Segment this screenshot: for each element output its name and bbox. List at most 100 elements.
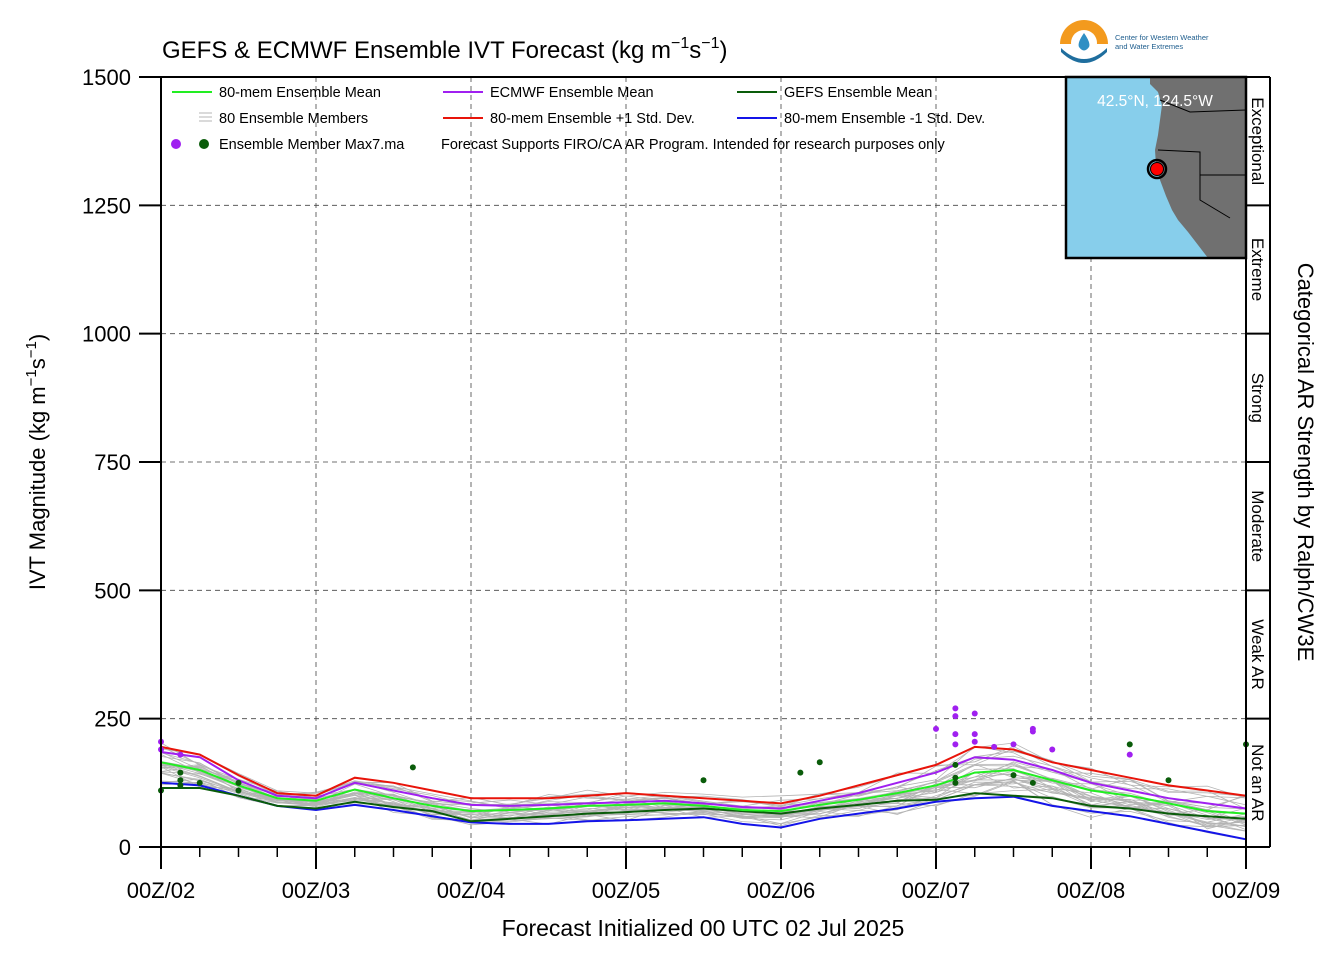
gefs-max-marker [235, 787, 242, 794]
series-lines [160, 745, 1247, 841]
series-line-ecmwf-ensemble-mean [160, 751, 1247, 810]
series-line-gefs-ensemble-mean [161, 787, 1247, 823]
legend-item-gefs-mean: GEFS Ensemble Mean [737, 85, 932, 101]
legend-note: Forecast Supports FIRO/CA AR Program. In… [441, 137, 945, 153]
x-tick-label: 00Z/06 [747, 878, 816, 903]
x-tick-label: 00Z/03 [282, 878, 351, 903]
gefs-max-marker [1165, 777, 1172, 784]
legend-label: 80 Ensemble Members [219, 111, 368, 127]
map-boundary [1157, 149, 1231, 219]
legend-item-80mem-mean: 80-mem Ensemble Mean [172, 85, 381, 101]
gefs-max-marker [1126, 741, 1133, 748]
ensemble-member-line [160, 772, 1247, 832]
ecmwf-max-marker [991, 743, 998, 750]
legend-label: 80-mem Ensemble -1 Std. Dev. [784, 111, 985, 127]
legend-label: 80-mem Ensemble +1 Std. Dev. [490, 111, 695, 127]
legend-marker-ecmwf [171, 139, 181, 149]
ensemble-member-line [160, 746, 1247, 809]
legend-item-ecmwf-mean: ECMWF Ensemble Mean [443, 85, 654, 101]
ensemble-member-lines [160, 742, 1247, 841]
gefs-max-marker [196, 779, 203, 786]
ecmwf-max-marker [952, 731, 959, 738]
x-tick-label: 00Z/04 [437, 878, 506, 903]
ecmwf-max-marker [971, 731, 978, 738]
y-tick-label: 0 [119, 835, 131, 860]
legend-label: 80-mem Ensemble Mean [219, 85, 381, 101]
gefs-max-marker [816, 759, 823, 766]
y-axis-ticks: 0 250 500 750 1000 1250 1500 [82, 65, 1270, 860]
ecmwf-max-marker [1010, 741, 1017, 748]
ecmwf-max-marker [971, 738, 978, 745]
legend-item-members: 80 Ensemble Members [199, 111, 368, 127]
category-label: Weak AR [1248, 619, 1267, 690]
location-marker [1150, 162, 1164, 176]
cw3e-logo: Center for Western Weather and Water Ext… [1060, 20, 1209, 68]
gefs-max-marker [797, 769, 804, 776]
gefs-max-marker [177, 782, 184, 789]
map-boundary [1159, 99, 1247, 113]
gefs-max-marker [177, 769, 184, 776]
x-tick-label: 00Z/05 [592, 878, 661, 903]
gefs-max-marker [235, 779, 242, 786]
max-markers [158, 705, 1249, 794]
ecmwf-max-marker [952, 705, 959, 712]
y-tick-label: 750 [94, 450, 131, 475]
y-tick-label: 1500 [82, 65, 131, 90]
ecmwf-max-marker [971, 710, 978, 717]
ecmwf-max-marker [1126, 751, 1133, 758]
gefs-max-marker [952, 774, 959, 781]
logo-wave [1061, 48, 1107, 63]
water-drop-icon [1078, 33, 1090, 51]
category-labels: Not an AR Weak AR Moderate Strong Extreme Exc… [1248, 97, 1267, 821]
gefs-max-marker [952, 779, 959, 786]
x-tick-label: 00Z/09 [1212, 878, 1281, 903]
gefs-max-marker [1010, 772, 1017, 779]
ecmwf-max-marker [1029, 728, 1036, 735]
x-tick-label: 00Z/02 [127, 878, 196, 903]
legend-item-max-markers: Ensemble Member Max7.ma Forecast Support… [171, 137, 945, 153]
series-line-80-mem-ensemble-mean [160, 761, 1247, 815]
legend-label: GEFS Ensemble Mean [784, 85, 932, 101]
x-axis-label: Forecast Initialized 00 UTC 02 Jul 2025 [502, 915, 905, 941]
legend-item-minus-std: 80-mem Ensemble -1 Std. Dev. [737, 111, 985, 127]
right-axis-label: Categorical AR Strength by Ralph/CW3E [1293, 263, 1318, 662]
y-tick-label: 250 [94, 707, 131, 732]
y-tick-label: 1000 [82, 322, 131, 347]
category-label: Exceptional [1248, 97, 1267, 185]
inset-map: 42.5°N, 124.5°W [1064, 75, 1248, 260]
map-coordinate-label: 42.5°N, 124.5°W [1097, 93, 1213, 110]
gefs-max-marker [409, 764, 416, 771]
category-label: Extreme [1248, 238, 1267, 301]
y-axis-label: IVT Magnitude (kg m−1s−1) [23, 334, 50, 590]
x-axis-ticks: 00Z/02 00Z/03 00Z/04 00Z/05 00Z/06 00Z/07 00Z/… [127, 847, 1281, 903]
y-tick-label: 500 [94, 578, 131, 603]
legend: 80-mem Ensemble Mean ECMWF Ensemble Mean… [171, 85, 985, 153]
gefs-max-marker [1029, 779, 1036, 786]
ecmwf-max-marker [177, 751, 184, 758]
series-line-80-mem-ensemble-1-std-dev- [160, 781, 1247, 841]
y-tick-label: 1250 [82, 193, 131, 218]
series-line-80-mem-ensemble-1-std-dev- [160, 745, 1247, 805]
logo-text-line1: Center for Western Weather [1115, 33, 1209, 42]
logo-text-line2: and Water Extremes [1115, 42, 1183, 51]
category-label: Moderate [1248, 490, 1267, 562]
gefs-max-marker [177, 777, 184, 784]
ecmwf-max-marker [933, 725, 939, 732]
gefs-max-marker [952, 761, 959, 768]
category-label: Strong [1248, 373, 1267, 423]
legend-marker-gefs [199, 139, 209, 149]
ecmwf-max-marker [952, 713, 959, 720]
inset-map-frame [1064, 75, 1248, 260]
location-ring [1146, 158, 1168, 180]
legend-item-plus-std: 80-mem Ensemble +1 Std. Dev. [443, 111, 695, 127]
legend-label: Ensemble Member Max7.ma [219, 137, 405, 153]
ecmwf-max-marker [952, 741, 959, 748]
category-label: Not an AR [1248, 744, 1267, 822]
x-tick-label: 00Z/08 [1057, 878, 1126, 903]
legend-label: ECMWF Ensemble Mean [490, 85, 654, 101]
ensemble-member-line [160, 748, 1247, 806]
ecmwf-max-marker [1049, 746, 1056, 753]
chart-title: GEFS & ECMWF Ensemble IVT Forecast (kg m… [162, 35, 728, 64]
gefs-max-marker [700, 777, 707, 784]
